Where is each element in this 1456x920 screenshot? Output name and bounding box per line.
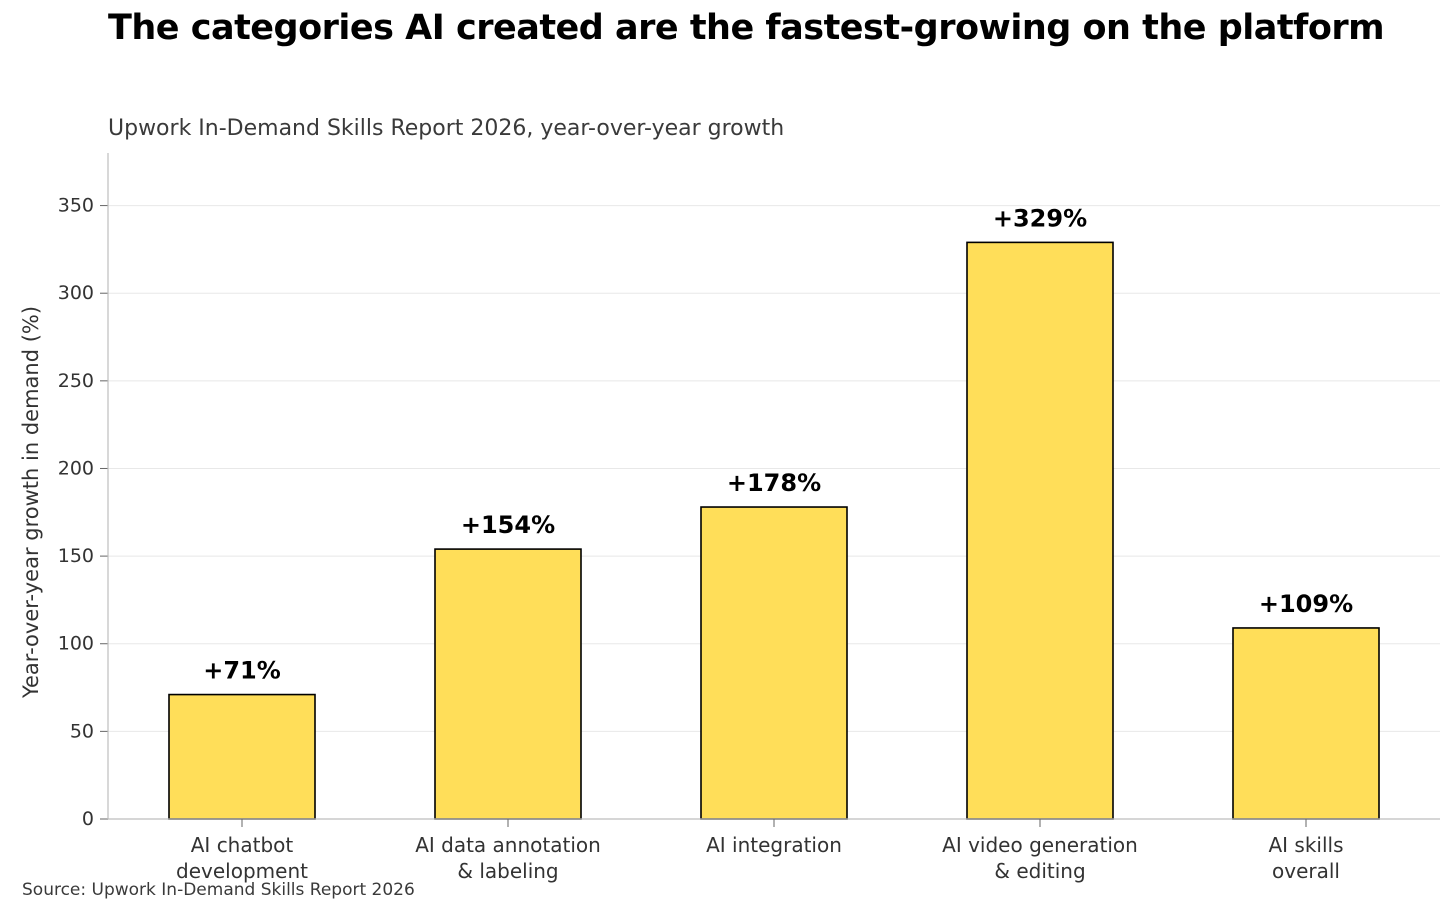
bars (168, 241, 1380, 820)
bar (966, 241, 1114, 820)
x-tick-label: & labeling (457, 859, 558, 883)
y-tick-label: 150 (58, 545, 94, 567)
y-tick-label: 100 (58, 633, 94, 655)
y-axis-label: Year-over-year growth in demand (%) (19, 306, 43, 699)
x-tick-label: overall (1272, 859, 1340, 883)
axes: 0 50 100 150 200 250 300 350 (58, 153, 1440, 830)
bar (434, 548, 582, 820)
x-tick-label: AI data annotation (415, 833, 601, 857)
y-tick-label: 300 (58, 282, 94, 304)
x-tick-label: AI video generation (942, 833, 1138, 857)
x-tick-label: & editing (994, 859, 1085, 883)
labels: Year-over-year growth in demand (%) +71% A… (19, 204, 1353, 883)
value-label: +154% (461, 511, 555, 539)
x-tick-label: AI integration (706, 833, 842, 857)
value-label: +71% (203, 657, 281, 685)
y-tick-label: 0 (82, 808, 94, 830)
y-tick-label: 50 (70, 720, 94, 742)
x-tick-label: development (176, 859, 308, 883)
bar (168, 693, 316, 820)
chart-source: Source: Upwork In-Demand Skills Report 2… (22, 880, 415, 900)
value-label: +109% (1259, 590, 1353, 618)
value-label: +329% (993, 204, 1087, 232)
value-label: +178% (727, 469, 821, 497)
chart-title: The categories AI created are the fastes… (108, 8, 1385, 48)
bar (1232, 627, 1380, 820)
y-tick-label: 200 (58, 457, 94, 479)
x-tick-label: AI skills (1268, 833, 1343, 857)
x-tick-label: AI chatbot (191, 833, 294, 857)
y-tick-label: 350 (58, 195, 94, 217)
bar (700, 506, 848, 820)
y-tick-label: 250 (58, 370, 94, 392)
chart-subtitle: Upwork In-Demand Skills Report 2026, yea… (108, 116, 785, 141)
